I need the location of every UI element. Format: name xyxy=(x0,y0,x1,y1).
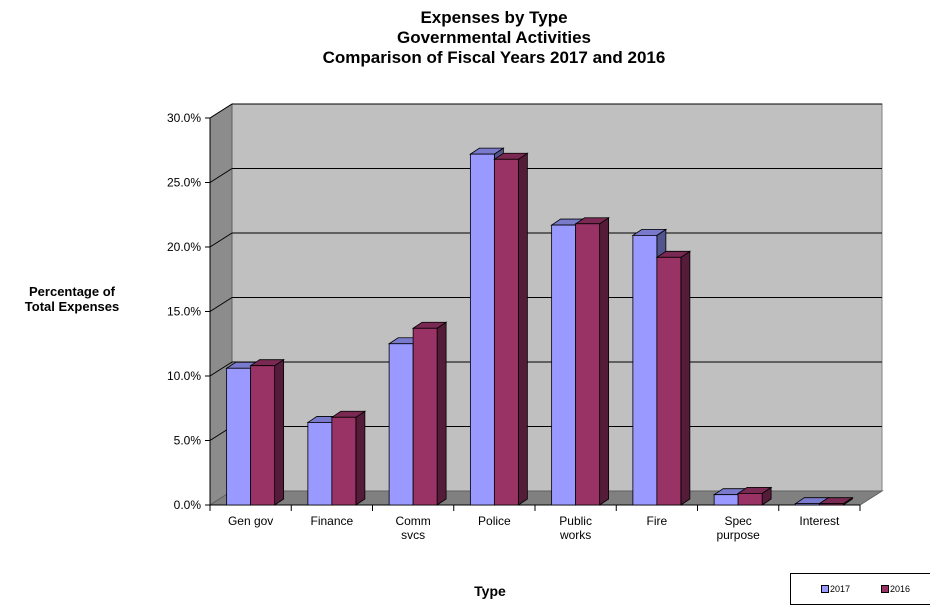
bar-2016 xyxy=(818,503,844,506)
bar-side xyxy=(517,152,528,506)
x-tick-label: purpose xyxy=(716,528,760,542)
x-tick-label: Public xyxy=(559,514,592,528)
legend-swatch-2016 xyxy=(881,585,889,593)
chart-title: Expenses by Type Governmental Activities… xyxy=(0,8,930,68)
x-tick-label: Finance xyxy=(311,514,354,528)
y-axis-label: Percentage of Total Expenses xyxy=(10,284,134,314)
chart-title-line-3: Comparison of Fiscal Years 2017 and 2016 xyxy=(322,48,666,67)
y-tick-label: 20.0% xyxy=(167,240,201,254)
gridline-side xyxy=(209,232,233,248)
legend-label-2016: 2016 xyxy=(890,584,911,594)
legend-item-2016: 2016 xyxy=(881,584,910,594)
legend-label-2017: 2017 xyxy=(830,584,851,594)
y-tick-label: 10.0% xyxy=(167,369,201,383)
bar-2017 xyxy=(307,422,333,506)
y-axis-label-line-1: Percentage of xyxy=(29,284,115,299)
bar-side xyxy=(355,410,366,506)
bar-2017 xyxy=(794,503,820,506)
gridline-side xyxy=(209,297,233,312)
y-tick-label: 0.0% xyxy=(174,498,202,512)
bar-2016 xyxy=(656,256,682,506)
legend-item-2017: 2017 xyxy=(821,584,850,594)
bar-2017 xyxy=(226,367,252,506)
bar-side xyxy=(680,250,691,506)
gridline-side xyxy=(209,361,233,377)
y-tick-label: 25.0% xyxy=(167,176,201,190)
bar-2017 xyxy=(632,234,658,506)
x-tick-label: Spec xyxy=(724,514,751,528)
y-axis-label-line-2: Total Expenses xyxy=(24,299,120,314)
legend-swatch-2017 xyxy=(821,585,829,593)
gridline-side xyxy=(209,168,233,183)
x-tick-label: works xyxy=(559,528,591,542)
bar-2016 xyxy=(737,492,763,506)
bar-side xyxy=(274,358,285,506)
x-axis-label: Type xyxy=(474,583,506,599)
chart-title-line-2: Governmental Activities xyxy=(397,28,591,47)
y-tick-label: 5.0% xyxy=(174,434,202,448)
bar-side xyxy=(436,321,447,506)
x-tick-label: Gen gov xyxy=(228,514,273,528)
x-tick-label: Police xyxy=(478,514,511,528)
bar-2016 xyxy=(575,223,601,506)
bar-2017 xyxy=(469,153,495,506)
x-tick-label: Comm xyxy=(395,514,430,528)
y-tick-label: 15.0% xyxy=(167,305,201,319)
bar-2017 xyxy=(713,494,739,506)
x-tick-label: svcs xyxy=(401,528,425,542)
bar-2016 xyxy=(412,327,438,506)
bar-2016 xyxy=(493,158,519,506)
bar-2017 xyxy=(388,343,414,506)
x-tick-label: Interest xyxy=(799,514,840,528)
y-tick-label: 30.0% xyxy=(167,111,201,125)
bar-side xyxy=(599,217,610,506)
bar-2017 xyxy=(551,224,577,506)
chart-title-line-1: Expenses by Type xyxy=(420,8,568,27)
legend: 2017 2016 xyxy=(790,573,930,605)
gridline-side xyxy=(209,103,233,119)
bar-2016 xyxy=(331,416,357,506)
x-tick-label: Fire xyxy=(647,514,668,528)
bar-2016 xyxy=(250,365,276,506)
